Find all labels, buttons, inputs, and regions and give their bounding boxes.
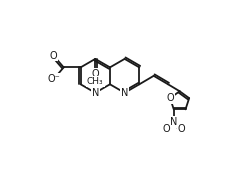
Text: O: O — [166, 93, 174, 103]
Text: O: O — [178, 124, 185, 134]
Text: N: N — [92, 88, 99, 97]
Text: O: O — [162, 124, 170, 134]
Text: N: N — [91, 88, 99, 98]
Text: N: N — [121, 88, 128, 97]
Text: O⁻: O⁻ — [47, 74, 60, 84]
Text: CH₃: CH₃ — [87, 77, 104, 86]
Text: N: N — [121, 88, 128, 98]
Text: N: N — [170, 117, 177, 127]
Text: O: O — [50, 50, 57, 61]
Text: O: O — [91, 69, 99, 79]
